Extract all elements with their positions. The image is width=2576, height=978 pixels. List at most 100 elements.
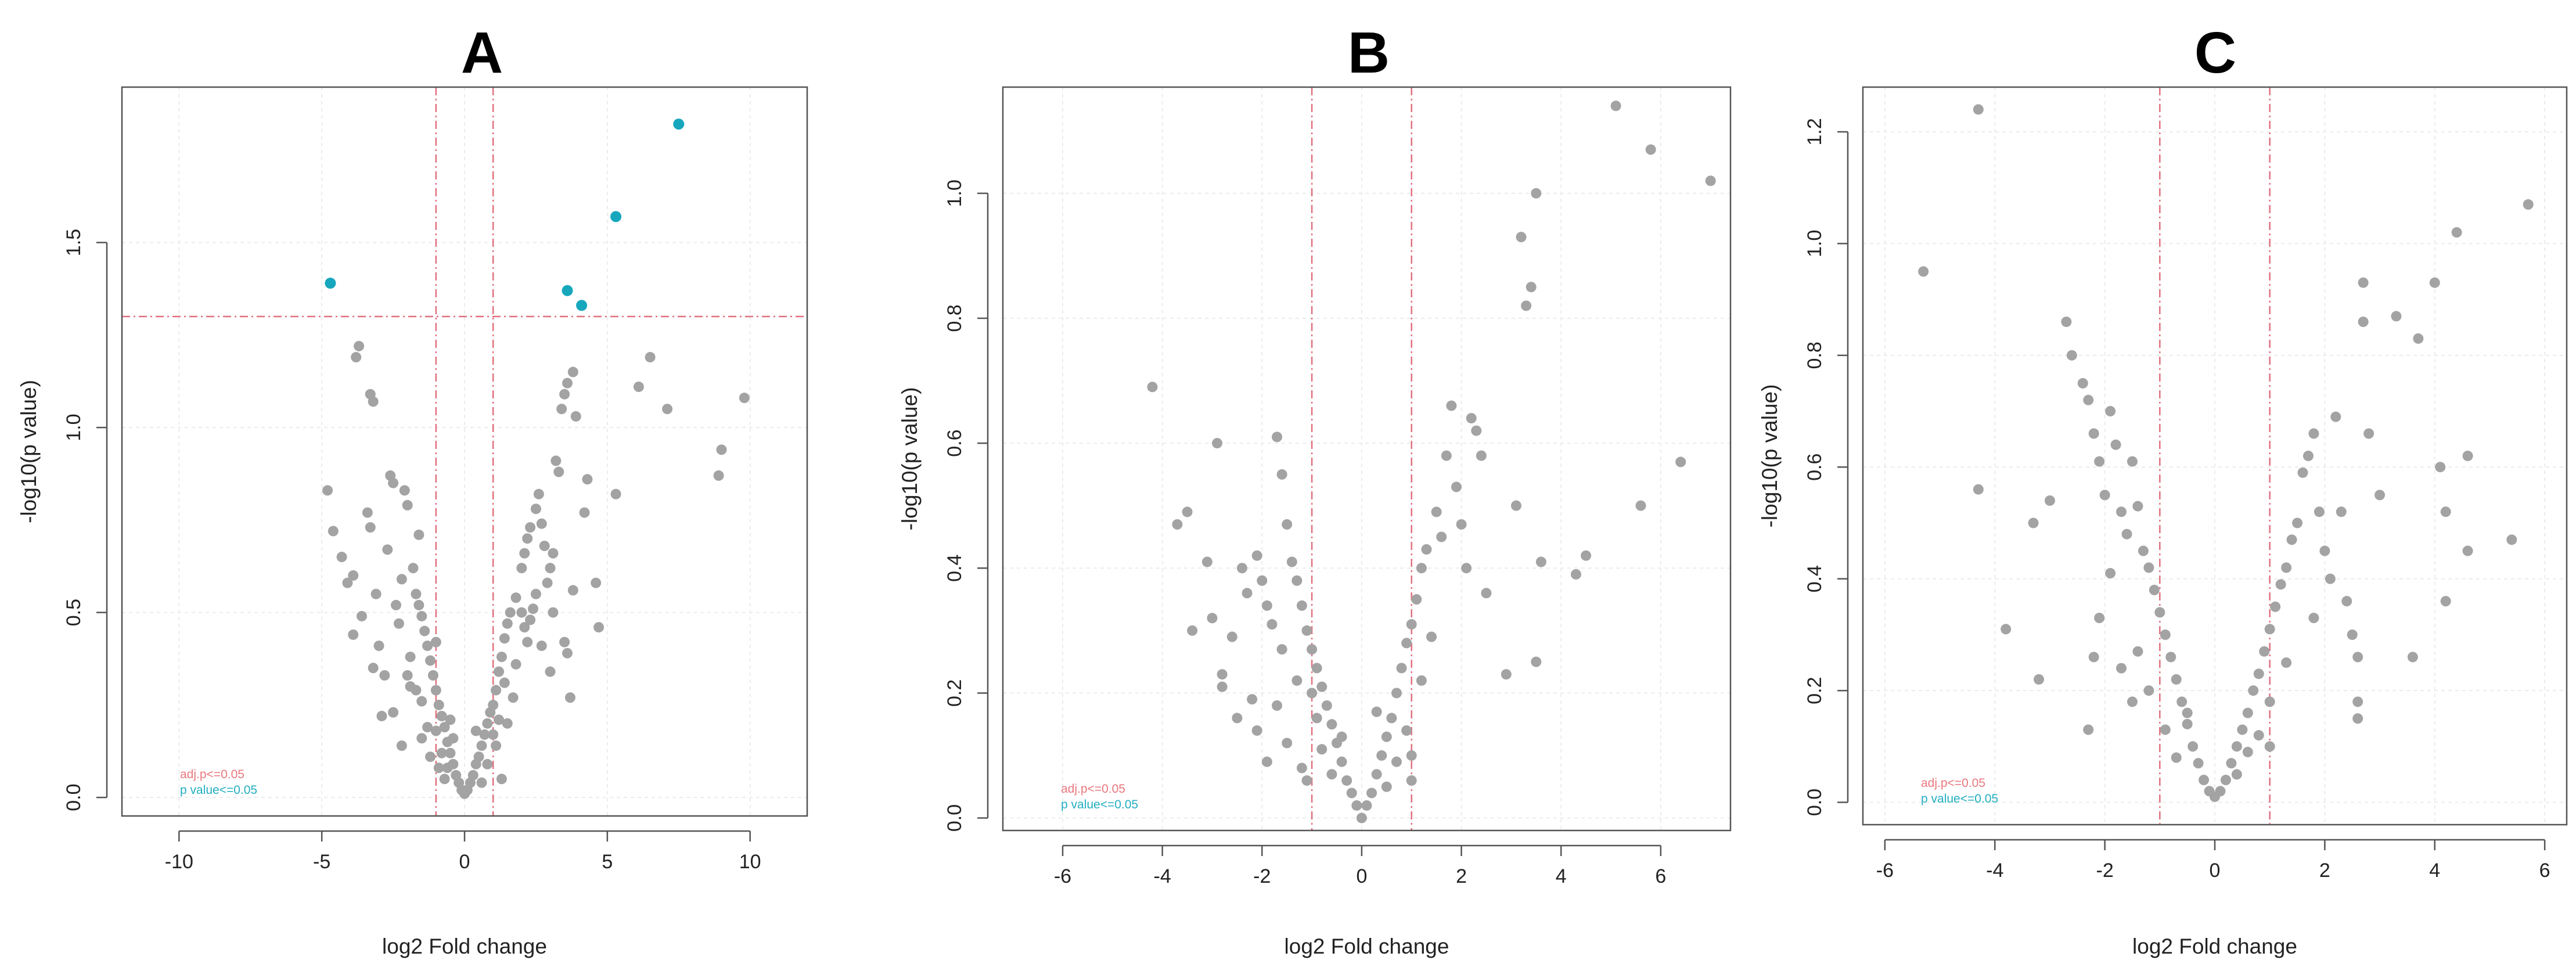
y-tick-label: 0.4 xyxy=(1804,565,1826,592)
x-tick-label: -4 xyxy=(1154,865,1171,887)
data-point xyxy=(533,488,544,499)
data-point xyxy=(1276,469,1287,480)
data-point xyxy=(559,637,570,648)
plot-area xyxy=(121,86,808,817)
y-tick-label: 0.5 xyxy=(63,599,85,626)
data-point xyxy=(582,474,593,485)
data-point xyxy=(2127,456,2138,467)
data-point xyxy=(393,618,404,629)
data-point xyxy=(1366,788,1377,799)
data-point xyxy=(2352,652,2363,663)
data-point xyxy=(1217,669,1228,680)
data-point xyxy=(542,577,553,588)
data-point xyxy=(530,504,541,515)
data-point xyxy=(2143,685,2154,696)
data-point xyxy=(1291,675,1303,686)
data-point xyxy=(505,607,516,618)
data-point xyxy=(1426,631,1437,642)
data-point xyxy=(1307,688,1318,699)
y-axis-label: -log10(p value) xyxy=(898,387,922,531)
data-point xyxy=(445,714,456,725)
data-point xyxy=(476,777,487,788)
y-tick-label: 0.4 xyxy=(944,555,966,582)
data-point xyxy=(405,652,416,663)
data-point xyxy=(1401,725,1412,736)
data-point xyxy=(357,610,367,621)
data-point xyxy=(2264,624,2275,635)
data-point xyxy=(2132,501,2143,512)
data-point xyxy=(1973,104,1984,115)
y-tick-label: 0.6 xyxy=(944,429,966,456)
data-point xyxy=(1481,588,1492,599)
data-point xyxy=(476,740,487,751)
data-point xyxy=(2193,758,2204,769)
data-point xyxy=(1516,232,1527,243)
data-point xyxy=(2407,652,2418,663)
x-tick-label: 2 xyxy=(1456,865,1467,887)
data-point xyxy=(2044,495,2055,506)
data-point xyxy=(2160,629,2171,640)
data-point xyxy=(2132,646,2143,657)
data-point xyxy=(1212,438,1223,449)
panel-title: C xyxy=(2194,20,2236,85)
data-point xyxy=(348,570,359,581)
data-point xyxy=(479,729,490,740)
data-point xyxy=(1396,663,1407,674)
data-point xyxy=(1973,484,1984,495)
data-point xyxy=(1356,812,1367,824)
data-point xyxy=(1376,750,1387,761)
data-point xyxy=(1386,713,1397,724)
data-point xyxy=(411,685,422,696)
data-point xyxy=(1436,531,1447,542)
data-point xyxy=(1336,731,1347,742)
data-point xyxy=(2281,562,2292,573)
data-point xyxy=(2171,752,2182,763)
data-point xyxy=(2506,534,2517,545)
y-tick-label: 0.6 xyxy=(1804,454,1826,481)
plot-area xyxy=(1002,86,1732,832)
data-point xyxy=(1326,719,1337,730)
data-point xyxy=(2264,741,2275,752)
data-point xyxy=(528,603,538,614)
data-point xyxy=(1461,563,1472,574)
data-point xyxy=(2143,562,2154,573)
data-point xyxy=(365,522,376,533)
legend-adj-p: adj.p<=0.05 xyxy=(180,768,244,781)
x-tick-label: 0 xyxy=(1356,865,1367,887)
data-point xyxy=(2094,613,2105,624)
data-point xyxy=(2099,490,2110,501)
data-point xyxy=(482,718,493,729)
data-point xyxy=(536,518,547,529)
data-point xyxy=(1226,631,1237,642)
x-axis-label: log2 Fold change xyxy=(1285,934,1449,958)
data-point xyxy=(516,607,527,618)
data-point xyxy=(494,666,504,677)
data-point xyxy=(436,747,447,758)
data-point xyxy=(351,352,362,363)
data-point xyxy=(2275,579,2286,590)
data-point xyxy=(2028,517,2039,528)
data-point xyxy=(1361,800,1372,811)
data-point xyxy=(362,507,373,518)
panel-a: A log2 Fold change -log10(p value) adj.p… xyxy=(17,20,808,958)
plot-frame xyxy=(1002,86,1732,832)
data-point xyxy=(1501,669,1512,680)
data-point xyxy=(1521,300,1532,311)
data-point xyxy=(488,729,499,740)
data-point xyxy=(2391,311,2402,322)
data-point xyxy=(1526,282,1537,293)
data-point xyxy=(2374,490,2386,501)
data-point xyxy=(1311,713,1322,724)
data-point xyxy=(2138,545,2149,556)
data-point xyxy=(430,637,441,648)
significant-data-point xyxy=(673,118,685,130)
data-point xyxy=(2199,775,2210,786)
data-point xyxy=(427,670,438,681)
data-point xyxy=(2358,277,2369,288)
data-point xyxy=(2308,428,2319,439)
data-point xyxy=(2358,317,2369,328)
data-point xyxy=(2264,696,2275,707)
data-point xyxy=(1581,550,1592,561)
panel-c: C log2 Fold change -log10(p value) adj.p… xyxy=(1758,20,2568,958)
